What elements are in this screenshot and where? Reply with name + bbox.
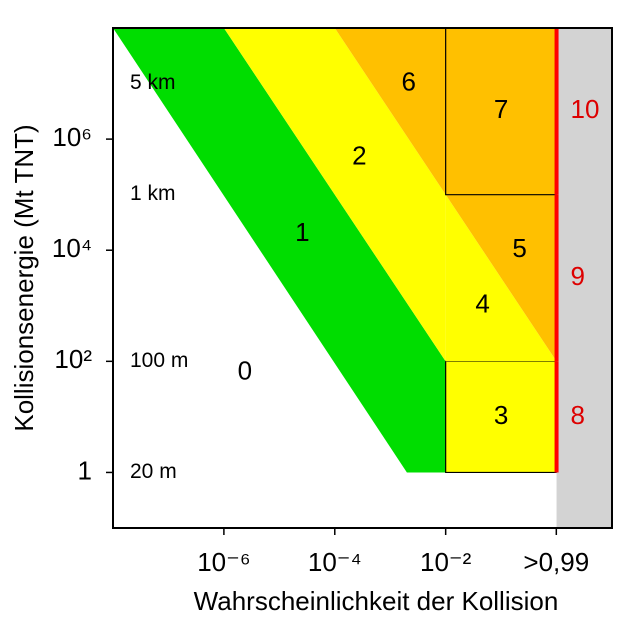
x-tick-label: 10⁻⁶ (197, 547, 250, 577)
x-axis-title: Wahrscheinlichkeit der Kollision (194, 586, 559, 616)
zone-label: 7 (494, 94, 508, 124)
zone-label: 0 (238, 355, 252, 385)
zone (223, 28, 446, 362)
y-tick-label: 10² (54, 344, 92, 374)
plot-frame (112, 27, 613, 529)
x-tick-label: 10⁻⁴ (308, 547, 362, 577)
zone (445, 194, 557, 362)
zone-label: 2 (352, 141, 366, 171)
zone-label: 3 (494, 400, 508, 430)
y-tick-label: 1 (78, 455, 92, 485)
zone (445, 194, 557, 362)
zone-label: 4 (475, 289, 489, 319)
diameter-label: 5 km (130, 71, 176, 94)
zone (113, 28, 446, 473)
y-axis-title: Kollisionsenergie (Mt TNT) (9, 124, 39, 431)
zone (334, 28, 446, 195)
zone-label: 8 (571, 400, 585, 430)
zone-label: 9 (571, 261, 585, 291)
zone (113, 28, 557, 528)
zone-label: 6 (401, 66, 415, 96)
diameter-label: 20 m (130, 460, 177, 483)
zone-label: 1 (295, 217, 309, 247)
zone (556, 28, 612, 528)
x-tick-label: >0,99 (523, 547, 589, 577)
diameter-label: 1 km (130, 182, 176, 205)
x-tick-label: 10⁻² (420, 547, 472, 577)
y-tick-label: 10⁴ (52, 233, 92, 263)
diameter-label: 100 m (130, 349, 188, 372)
zone-label: 10 (571, 94, 600, 124)
y-tick-label: 10⁶ (52, 122, 92, 152)
zone-label: 5 (512, 233, 526, 263)
